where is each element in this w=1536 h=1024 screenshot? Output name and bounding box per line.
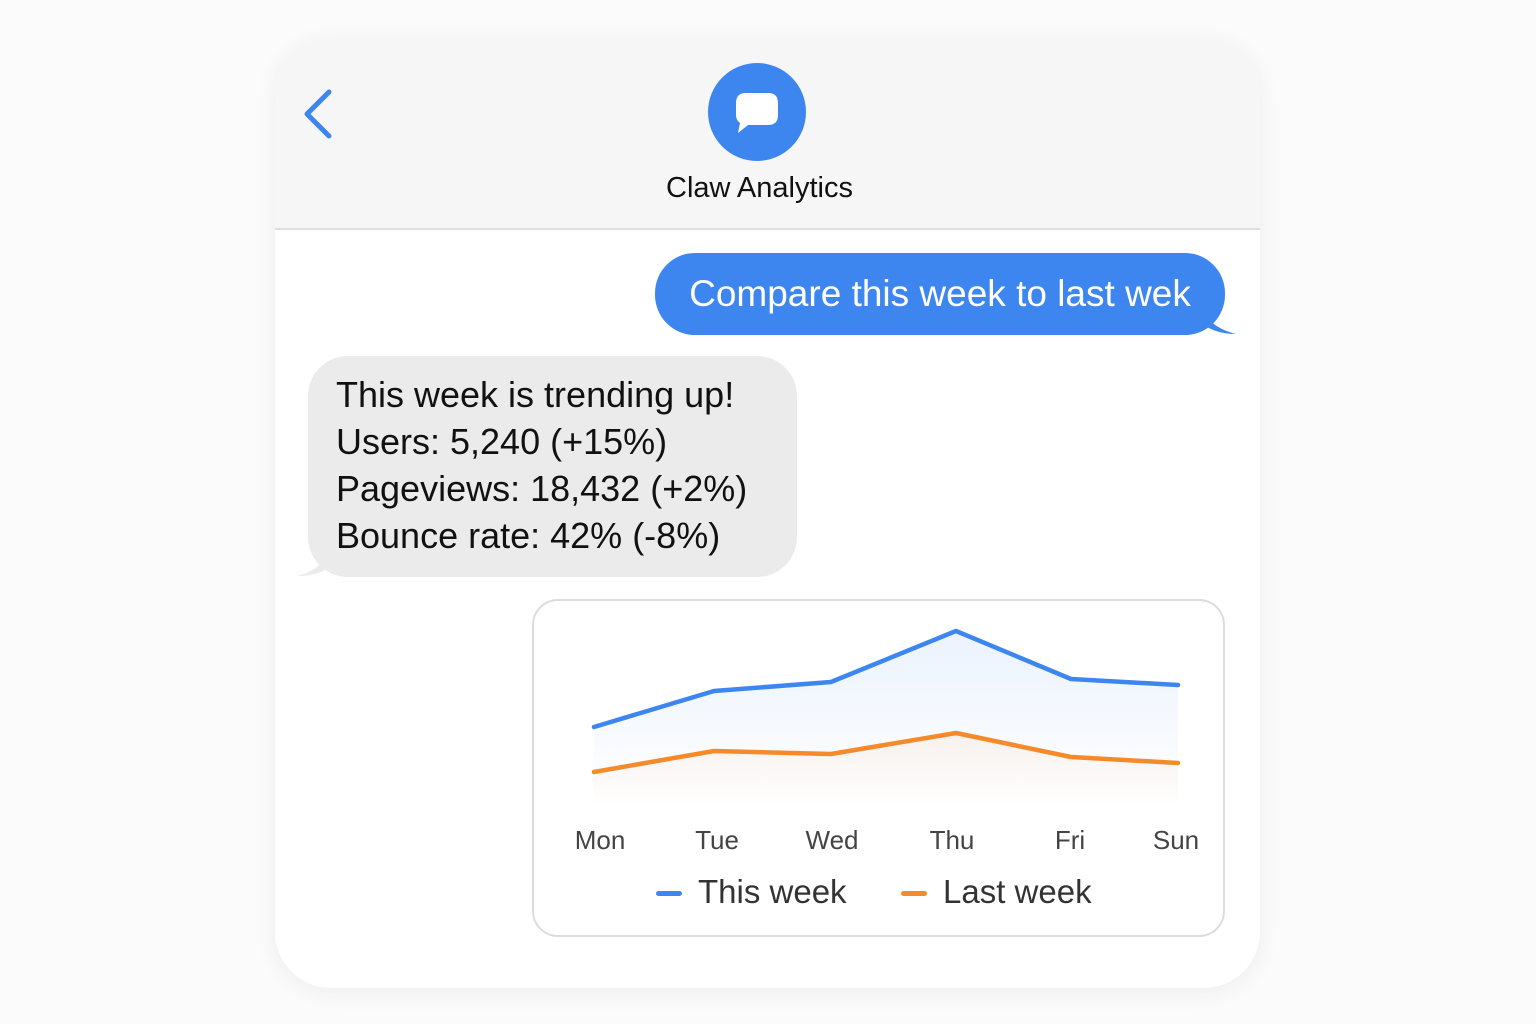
x-tick-label: Sun [1153, 825, 1199, 855]
chat-header: Claw Analytics [275, 38, 1260, 230]
data-point-1-2[interactable] [829, 752, 833, 756]
series-line-last-week[interactable] [591, 730, 1181, 775]
x-tick-label: Tue [695, 825, 739, 855]
chevron-left-icon [304, 89, 332, 139]
data-point-0-1[interactable] [712, 689, 716, 693]
x-tick-label: Wed [806, 825, 859, 855]
data-point-0-4[interactable] [1069, 677, 1073, 681]
contact-name[interactable]: Claw Analytics [666, 172, 853, 204]
outgoing-message[interactable]: Compare this week to last wek [655, 253, 1225, 335]
data-point-1-4[interactable] [1069, 755, 1073, 759]
data-point-0-2[interactable] [829, 680, 833, 684]
data-point-0-0[interactable] [592, 725, 596, 729]
x-tick-label: Thu [930, 825, 975, 855]
message-line-bounce-rate: Bounce rate: 42% (-8%) [336, 515, 721, 556]
avatar[interactable] [708, 63, 806, 161]
message-line-pageviews: Pageviews: 18,432 (+2%) [336, 468, 748, 509]
legend-swatch [656, 891, 682, 896]
data-point-0-3[interactable] [954, 629, 958, 633]
data-point-1-0[interactable] [592, 770, 596, 774]
chart-legend: This week Last week [534, 871, 1223, 915]
data-point-1-3[interactable] [954, 731, 958, 735]
back-button[interactable] [299, 86, 343, 142]
data-point-1-1[interactable] [712, 749, 716, 753]
legend-swatch [901, 891, 927, 896]
incoming-message[interactable]: This week is trending up! Users: 5,240 (… [308, 356, 797, 577]
data-point-0-5[interactable] [1176, 683, 1180, 687]
message-line-users: Users: 5,240 (+15%) [336, 421, 668, 462]
line-chart: Mon Tue Wed Thu Fri Sun [575, 628, 1199, 855]
x-tick-label: Mon [575, 825, 626, 855]
data-point-1-5[interactable] [1176, 761, 1180, 765]
chat-window: Claw Analytics Compare this week to last… [275, 38, 1260, 988]
chart-card[interactable]: Mon Tue Wed Thu Fri Sun This week Last week [532, 599, 1225, 937]
x-tick-label: Fri [1055, 825, 1085, 855]
legend-label: Last week [943, 873, 1092, 910]
chat-bubble-icon [736, 93, 778, 133]
legend-label: This week [698, 873, 847, 910]
series-area-1 [594, 733, 1178, 806]
series-line-this-week[interactable] [591, 628, 1181, 730]
message-line-headline: This week is trending up! [336, 374, 735, 415]
